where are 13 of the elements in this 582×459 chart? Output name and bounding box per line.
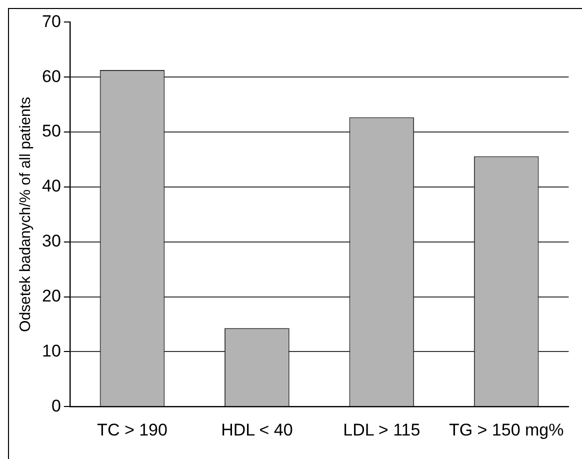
x-tick-label: TC > 190 <box>97 420 168 440</box>
y-tick-label: 10 <box>42 341 61 360</box>
x-tick-label: LDL > 115 <box>343 420 420 440</box>
y-tick-label: 70 <box>42 12 61 31</box>
x-tick-label: TG > 150 mg% <box>448 420 564 440</box>
y-tick-label: 40 <box>42 176 61 196</box>
y-tick-label: 30 <box>42 232 61 251</box>
y-axis-title: Odsetek badanych/% of all patients <box>17 96 34 332</box>
y-tick-label: 60 <box>42 66 61 86</box>
y-tick-label: 50 <box>42 122 61 141</box>
y-tick-label: 0 <box>51 396 61 416</box>
y-tick-label: 20 <box>42 286 61 306</box>
x-tick-label: HDL < 40 <box>221 420 293 440</box>
